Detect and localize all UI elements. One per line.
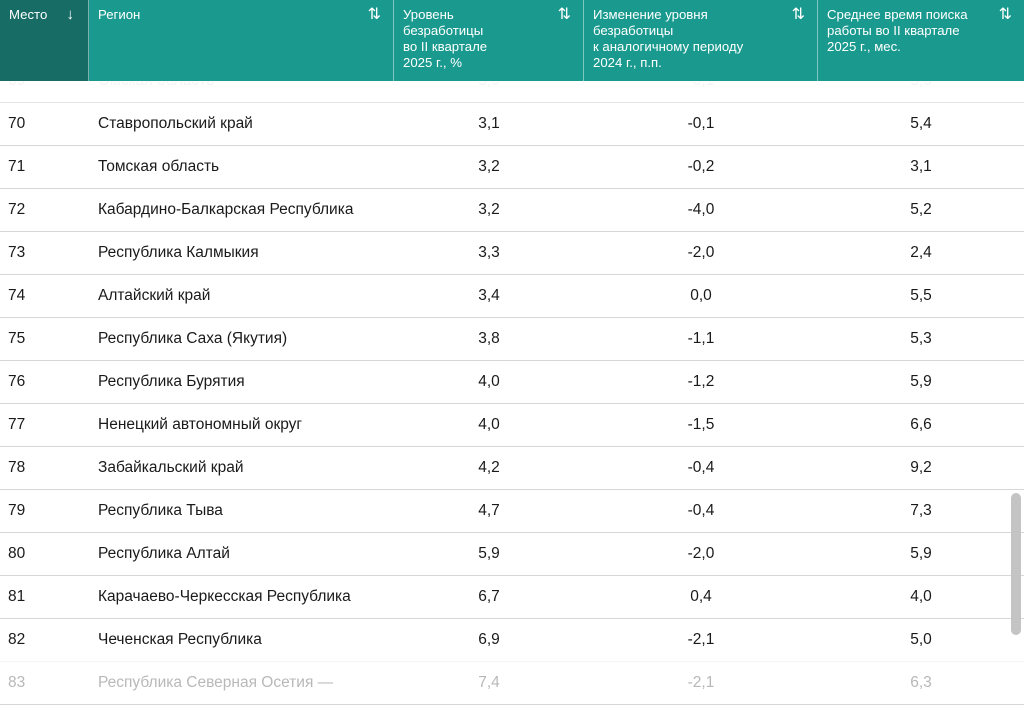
cell-rate: 3,4: [478, 287, 500, 304]
bottom-fade-overlay: [0, 648, 1024, 671]
cell-region: Республика Саха (Якутия): [98, 330, 288, 347]
table-header: Место ↓ Регион ⇅ Уровень безработицы во …: [0, 0, 1024, 81]
sort-down-icon[interactable]: ↓: [66, 6, 75, 23]
cell-region: Республика Алтай: [98, 545, 230, 562]
cell-place: 70: [8, 115, 26, 132]
cell-change: -0,4: [687, 459, 715, 476]
cell-time: 5,5: [910, 287, 932, 304]
cell-change: -2,0: [687, 545, 715, 562]
table-row: 71 Томская область 3,2 -0,2 3,1: [0, 146, 1024, 189]
column-header-rate[interactable]: Уровень безработицы во II квартале 2025 …: [394, 0, 584, 81]
column-header-change[interactable]: Изменение уровня безработицы к аналогичн…: [584, 0, 818, 81]
cell-time: 3,1: [910, 158, 932, 175]
cell-rate: 4,2: [478, 459, 500, 476]
cell-region: Забайкальский край: [98, 459, 244, 476]
cell-place: 77: [8, 416, 26, 433]
cell-change: -2,0: [687, 244, 715, 261]
cell-rate: 3,1: [478, 115, 500, 132]
cell-time: 5,9: [910, 545, 932, 562]
column-header-time-label: Среднее время поиска работы во II кварта…: [827, 7, 968, 54]
sort-toggle-icon[interactable]: ⇅: [367, 6, 381, 23]
cell-time: 9,2: [910, 459, 932, 476]
cell-change: 0,0: [690, 287, 712, 304]
cell-change: -0,2: [687, 158, 715, 175]
table-row: 79 Республика Тыва 4,7 -0,4 7,3: [0, 490, 1024, 533]
sort-toggle-icon[interactable]: ⇅: [998, 6, 1012, 23]
cell-region: Алтайский край: [98, 287, 211, 304]
cell-place: 74: [8, 287, 26, 304]
column-header-region-label: Регион: [98, 7, 141, 22]
cell-region: Ненецкий автономный округ: [98, 416, 303, 433]
cell-region: Республика Калмыкия: [98, 244, 259, 261]
cell-region: Чеченская Республика: [98, 631, 262, 648]
cell-time: 5,9: [910, 373, 932, 390]
cell-time: 4,0: [910, 588, 932, 605]
top-fade-overlay: [0, 81, 1024, 104]
cell-rate: 4,0: [478, 416, 500, 433]
cell-rate: 5,9: [478, 545, 500, 562]
cell-rate: 3,8: [478, 330, 500, 347]
column-header-region[interactable]: Регион ⇅: [89, 0, 394, 81]
cell-change: -1,5: [687, 416, 715, 433]
cell-time: 7,3: [910, 502, 932, 519]
table-row: 81 Карачаево-Черкесская Республика 6,7 0,4 4…: [0, 576, 1024, 619]
cell-time: 5,2: [910, 201, 932, 218]
table-row: 80 Республика Алтай 5,9 -2,0 5,9: [0, 533, 1024, 576]
cell-time: 2,4: [910, 244, 932, 261]
cell-place: 75: [8, 330, 26, 347]
cell-place: 73: [8, 244, 26, 261]
cell-time: 5,0: [910, 631, 932, 648]
cell-place: 71: [8, 158, 26, 175]
column-header-place-label: Место: [9, 7, 48, 22]
cell-place: 81: [8, 588, 26, 605]
cell-region: Республика Тыва: [98, 502, 223, 519]
sort-toggle-icon[interactable]: ⇅: [791, 6, 805, 23]
cell-place: 79: [8, 502, 26, 519]
table-row: 76 Республика Бурятия 4,0 -1,2 5,9: [0, 361, 1024, 404]
cell-time: 5,3: [910, 330, 932, 347]
cell-rate: 3,3: [478, 244, 500, 261]
table-row: 74 Алтайский край 3,4 0,0 5,5: [0, 275, 1024, 318]
vertical-scrollbar[interactable]: [1011, 493, 1021, 635]
table-row: 72 Кабардино-Балкарская Республика 3,2 -4,0…: [0, 189, 1024, 232]
cell-rate: 6,7: [478, 588, 500, 605]
cell-change: -0,4: [687, 502, 715, 519]
cell-rate: 4,0: [478, 373, 500, 390]
table-row: 77 Ненецкий автономный округ 4,0 -1,5 6,6: [0, 404, 1024, 447]
cell-rate: 3,2: [478, 158, 500, 175]
cell-place: 72: [8, 201, 26, 218]
column-header-time[interactable]: Среднее время поиска работы во II кварта…: [818, 0, 1024, 81]
cell-change: -2,1: [687, 631, 715, 648]
table-row: 78 Забайкальский край 4,2 -0,4 9,2: [0, 447, 1024, 490]
cell-region: Томская область: [98, 158, 220, 175]
cell-change: -4,0: [687, 201, 715, 218]
cell-rate: 3,2: [478, 201, 500, 218]
cell-region: Ставропольский край: [98, 115, 253, 132]
cell-place: 76: [8, 373, 26, 390]
cell-change: -0,1: [687, 115, 715, 132]
table-row: 75 Республика Саха (Якутия) 3,8 -1,1 5,3: [0, 318, 1024, 361]
cell-rate: 6,9: [478, 631, 500, 648]
cell-region: Карачаево-Черкесская Республика: [98, 588, 351, 605]
cell-change: 0,4: [690, 588, 712, 605]
cell-time: 6,6: [910, 416, 932, 433]
cell-place: 80: [8, 545, 26, 562]
sort-toggle-icon[interactable]: ⇅: [557, 6, 571, 23]
cell-change: -1,1: [687, 330, 715, 347]
table-body: 69Омская область3,0-0,15,670Ставропольск…: [0, 60, 1024, 705]
table-row: 73 Республика Калмыкия 3,3 -2,0 2,4: [0, 232, 1024, 275]
cell-time: 5,4: [910, 115, 932, 132]
cell-place: 82: [8, 631, 26, 648]
cell-region: Республика Бурятия: [98, 373, 245, 390]
cell-rate: 4,7: [478, 502, 500, 519]
column-header-place[interactable]: Место ↓: [0, 0, 89, 81]
cell-change: -1,2: [687, 373, 715, 390]
cell-place: 78: [8, 459, 26, 476]
column-header-rate-label: Уровень безработицы во II квартале 2025 …: [403, 7, 488, 70]
column-header-change-label: Изменение уровня безработицы к аналогичн…: [593, 7, 744, 70]
table-row: 70 Ставропольский край 3,1 -0,1 5,4: [0, 103, 1024, 146]
cell-region: Кабардино-Балкарская Республика: [98, 201, 354, 218]
